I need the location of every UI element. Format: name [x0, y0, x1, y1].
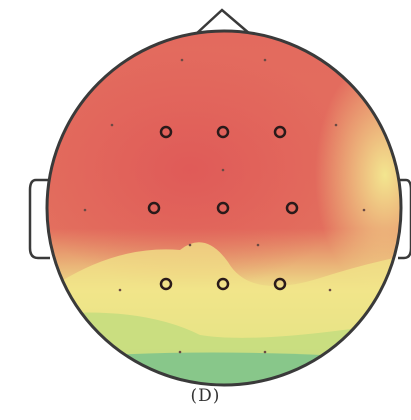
panel-label: (D): [190, 386, 221, 406]
sensor-dot: [180, 58, 184, 62]
electrode-e4: [147, 201, 161, 215]
sensor-dot: [188, 243, 192, 247]
electrode-e2: [216, 125, 230, 139]
electrode-e9: [273, 277, 287, 291]
sensor-dots: [83, 58, 366, 354]
sensor-dot: [256, 243, 260, 247]
sensor-dot: [221, 168, 225, 172]
sensor-dot: [362, 208, 366, 212]
electrode-e6: [285, 201, 299, 215]
sensor-dot: [263, 58, 267, 62]
head-outline: [45, 29, 403, 387]
electrode-e1: [159, 125, 173, 139]
highlighted-electrodes: [147, 125, 299, 291]
sensor-dot: [263, 350, 267, 354]
sensor-dot: [178, 350, 182, 354]
sensor-dot: [334, 123, 338, 127]
sensor-dot: [83, 208, 87, 212]
left-ear-outline: [28, 178, 50, 260]
sensor-dot: [118, 288, 122, 292]
electrode-e7: [159, 277, 173, 291]
sensor-dot: [110, 123, 114, 127]
electrode-e5: [216, 201, 230, 215]
electrode-e3: [273, 125, 287, 139]
activation-heatmap: [47, 31, 401, 385]
electrode-e8: [216, 277, 230, 291]
sensor-dot: [328, 288, 332, 292]
nose-outline: [195, 8, 251, 35]
